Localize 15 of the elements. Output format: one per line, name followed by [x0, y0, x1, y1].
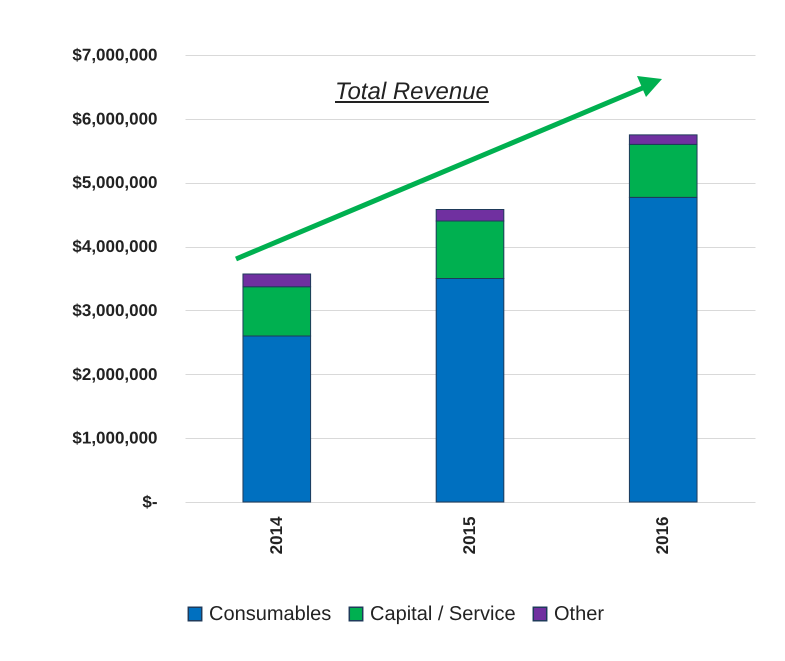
y-tick-label: $2,000,000	[72, 364, 158, 384]
y-tick-label: $7,000,000	[72, 46, 158, 64]
y-tick-label: $3,000,000	[72, 300, 158, 320]
legend-label: Other	[554, 603, 604, 625]
x-tick-label: 2014	[266, 516, 286, 554]
legend-label: Capital / Service	[370, 603, 516, 625]
x-tick-label: 2015	[460, 516, 479, 554]
legend-label: Consumables	[209, 603, 332, 625]
y-tick-label: $1,000,000	[72, 428, 158, 448]
y-tick-label: $4,000,000	[72, 237, 158, 256]
y-tick-label: $-	[142, 492, 158, 512]
annotation: Total Revenue	[335, 78, 489, 106]
y-tick-label: $5,000,000	[72, 173, 158, 192]
y-tick-label: $6,000,000	[72, 109, 158, 128]
x-tick-label: 2016	[653, 516, 672, 554]
